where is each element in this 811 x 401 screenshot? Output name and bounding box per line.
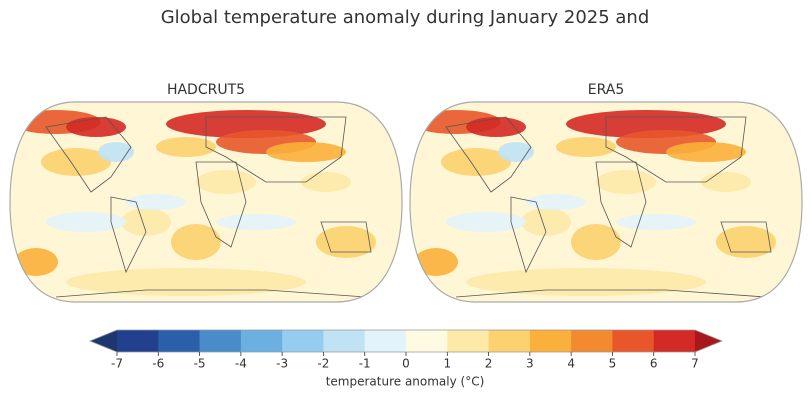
- coastline: [605, 116, 747, 183]
- maps: HADCRUT5 ERA5: [9, 82, 803, 303]
- anomaly-patch: [46, 212, 126, 232]
- map-field: [10, 102, 402, 302]
- colorbar-tick-label: 7: [691, 357, 699, 371]
- coastline: [455, 289, 767, 298]
- anomaly-patch: [466, 117, 526, 137]
- anomaly-patch: [571, 224, 621, 260]
- colorbar-tick-label: -1: [359, 357, 371, 371]
- colorbar-label: temperature anomaly (°C): [326, 375, 485, 389]
- coastline: [55, 289, 367, 298]
- anomaly-patch: [156, 137, 216, 157]
- colorbar-bin: [282, 330, 324, 352]
- anomaly-patch: [521, 208, 571, 236]
- colorbar-bin: [529, 330, 572, 352]
- anomaly-patch: [98, 142, 134, 162]
- colorbar-bin: [612, 330, 655, 352]
- coastline: [45, 116, 132, 193]
- anomaly-patch: [666, 142, 746, 162]
- colorbar-tick-label: -6: [152, 357, 164, 371]
- colorbar-bin: [488, 330, 531, 352]
- anomaly-patch: [196, 170, 256, 194]
- anomaly-patch: [596, 170, 656, 194]
- coastline: [595, 161, 647, 248]
- colorbar-bin: [199, 330, 242, 352]
- anomaly-patch: [216, 214, 296, 230]
- colorbar-bin: [117, 330, 159, 352]
- anomaly-patch: [414, 248, 458, 276]
- colorbar-bin: [406, 330, 448, 352]
- anomaly-patch: [316, 226, 376, 258]
- anomaly-patch: [121, 208, 171, 236]
- colorbar-tick-label: 3: [526, 357, 534, 371]
- colorbar-tick-label: -3: [276, 357, 288, 371]
- colorbar-bin: [447, 330, 490, 352]
- panel-title: ERA5: [588, 82, 625, 98]
- map-outline: [409, 101, 803, 303]
- anomaly-patch: [701, 172, 751, 192]
- coastline: [205, 116, 347, 183]
- coastline: [320, 221, 372, 253]
- colorbar-bin: [323, 330, 366, 352]
- colorbar-tick-label: 4: [567, 357, 575, 371]
- colorbar-tick-label: -5: [194, 357, 206, 371]
- colorbar-bin: [240, 330, 283, 352]
- colorbar-bin: [158, 330, 201, 352]
- anomaly-patch: [446, 212, 526, 232]
- anomaly-patch: [41, 148, 111, 176]
- coastline: [510, 196, 547, 274]
- anomaly-patch: [498, 142, 534, 162]
- coastline: [195, 161, 247, 248]
- colorbar-tick-label: -2: [317, 357, 329, 371]
- anomaly-patch: [14, 248, 58, 276]
- colorbar-extend-high: [695, 330, 722, 352]
- colorbar-tick-label: 2: [485, 357, 493, 371]
- anomaly-patch: [466, 268, 706, 296]
- anomaly-patch: [616, 214, 696, 230]
- anomaly-patch: [171, 224, 221, 260]
- anomaly-patch: [66, 117, 126, 137]
- colorbar-tick-label: -7: [111, 357, 123, 371]
- anomaly-patch: [266, 142, 346, 162]
- anomaly-patch: [66, 268, 306, 296]
- colorbar-tick-label: 0: [402, 357, 410, 371]
- map-field: [410, 102, 802, 302]
- anomaly-patch: [301, 172, 351, 192]
- colorbar: -7 -6 -5 -4 -3 -2 -1 0 1 2 3 4 5 6 7: [88, 329, 724, 371]
- map-outline: [9, 101, 403, 303]
- colorbar-tick-label: 6: [650, 357, 658, 371]
- colorbar-tick-label: 1: [443, 357, 451, 371]
- coastline: [445, 116, 532, 193]
- coastline: [720, 221, 772, 253]
- colorbar-extend-low: [90, 330, 117, 352]
- anomaly-patch: [441, 148, 511, 176]
- anomaly-patch: [556, 137, 616, 157]
- panel-title: HADCRUT5: [167, 82, 245, 98]
- colorbar-tick-label: 5: [609, 357, 617, 371]
- colorbar-bin: [571, 330, 613, 352]
- colorbar-bin: [653, 330, 696, 352]
- colorbar-bin: [364, 330, 407, 352]
- anomaly-patch: [126, 194, 186, 210]
- colorbar-tick-label: -4: [235, 357, 247, 371]
- anomaly-patch: [526, 194, 586, 210]
- anomaly-patch: [716, 226, 776, 258]
- figure-title: Global temperature anomaly during Januar…: [161, 7, 650, 28]
- coastline: [110, 196, 147, 274]
